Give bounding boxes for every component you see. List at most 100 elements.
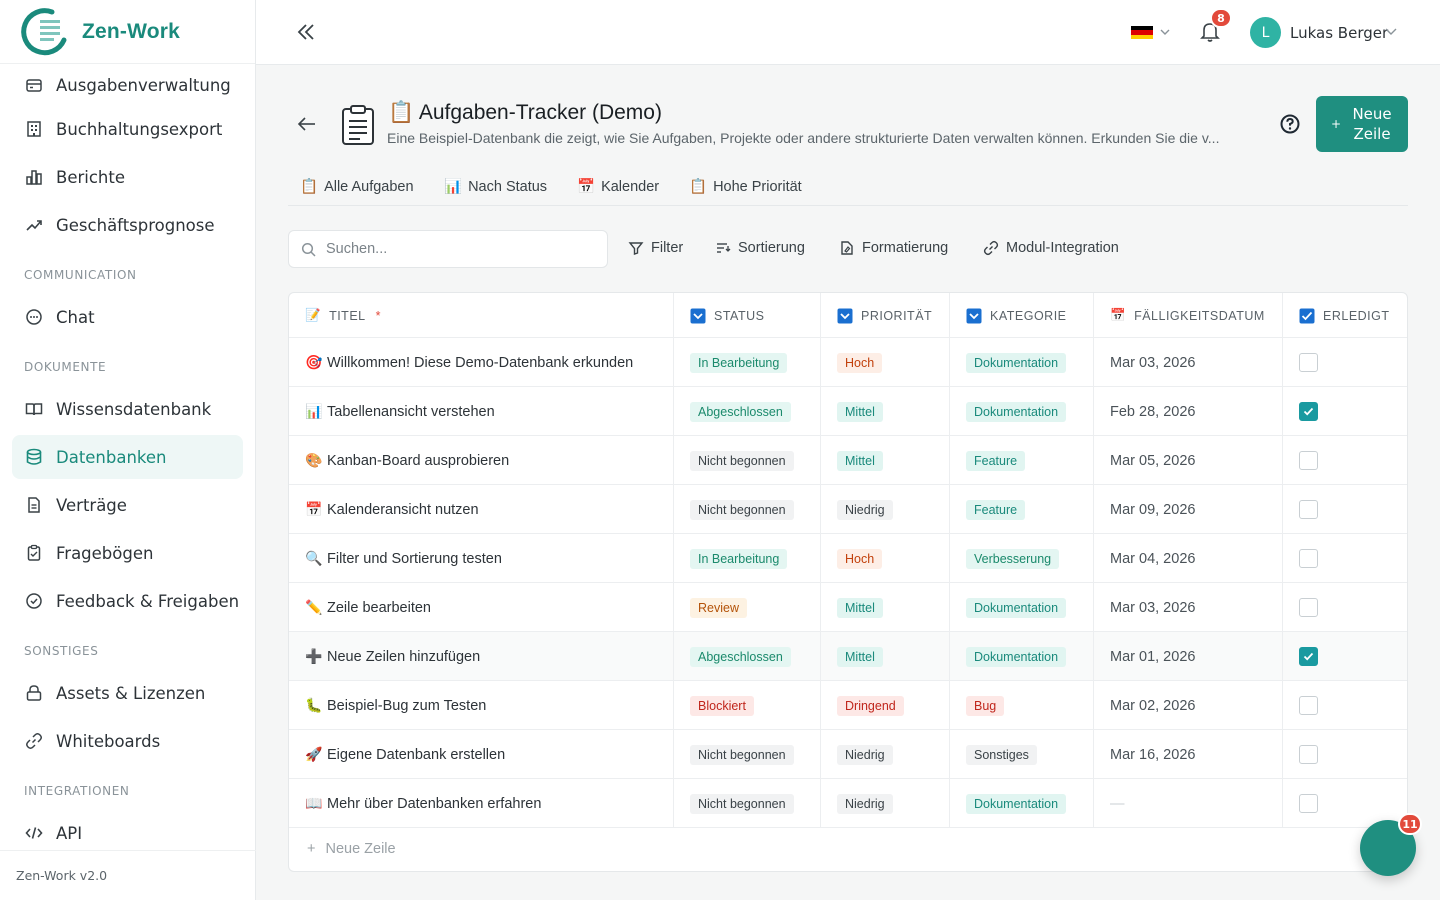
cell-title[interactable]: ➕ Neue Zeilen hinzufügen [289,632,674,681]
sort-button[interactable]: Sortierung [715,240,805,256]
done-checkbox[interactable] [1299,794,1318,813]
cell-title[interactable]: 🚀 Eigene Datenbank erstellen [289,730,674,779]
table-row[interactable]: 🎨 Kanban-Board ausprobieren Nicht begonnen… [289,436,1407,485]
help-icon[interactable] [1279,113,1301,135]
cell-due-date[interactable]: Mar 09, 2026 [1094,485,1283,534]
bell-icon[interactable] [1198,20,1222,44]
sidebar-item-datenbanken[interactable]: Datenbanken [12,435,243,479]
done-checkbox[interactable] [1299,500,1318,519]
search-box[interactable] [288,230,608,268]
back-arrow-icon[interactable] [296,113,318,135]
sidebar-item-berichte[interactable]: Berichte [12,155,243,199]
cell-due-date[interactable]: Mar 16, 2026 [1094,730,1283,779]
cell-done[interactable] [1283,338,1407,387]
table-row[interactable]: 📊 Tabellenansicht verstehen Abgeschlossen M… [289,387,1407,436]
cell-priority[interactable]: Niedrig [821,485,950,534]
cell-due-date[interactable]: Feb 28, 2026 [1094,387,1283,436]
cell-title[interactable]: 🎯 Willkommen! Diese Demo-Datenbank erkund… [289,338,674,387]
cell-title[interactable]: 🔍 Filter und Sortierung testen [289,534,674,583]
column-header-category[interactable]: KATEGORIE [950,293,1094,338]
cell-priority[interactable]: Hoch [821,338,950,387]
cell-due-date[interactable]: Mar 01, 2026 [1094,632,1283,681]
table-row[interactable]: 🚀 Eigene Datenbank erstellen Nicht begonne… [289,730,1407,779]
tab-nach-status[interactable]: 📊 Nach Status [444,178,547,196]
sidebar-item-geschaeftsprognose[interactable]: Geschäftsprognose [12,203,243,247]
cell-done[interactable] [1283,534,1407,583]
cell-status[interactable]: In Bearbeitung [674,534,821,583]
avatar[interactable]: L [1250,17,1281,48]
table-row[interactable]: ➕ Neue Zeilen hinzufügen Abgeschlossen Mitt… [289,632,1407,681]
cell-title[interactable]: 📖 Mehr über Datenbanken erfahren [289,779,674,828]
cell-priority[interactable]: Mittel [821,387,950,436]
cell-priority[interactable]: Mittel [821,436,950,485]
sidebar-item-api[interactable]: API [12,811,243,855]
done-checkbox[interactable] [1299,598,1318,617]
cell-done[interactable] [1283,485,1407,534]
collapse-sidebar-icon[interactable] [294,20,318,44]
done-checkbox[interactable] [1299,353,1318,372]
table-row[interactable]: 📅 Kalenderansicht nutzen Nicht begonnen Nie… [289,485,1407,534]
cell-title[interactable]: 📊 Tabellenansicht verstehen [289,387,674,436]
cell-due-date[interactable]: Mar 05, 2026 [1094,436,1283,485]
cell-status[interactable]: Review [674,583,821,632]
cell-priority[interactable]: Niedrig [821,730,950,779]
cell-status[interactable]: In Bearbeitung [674,338,821,387]
cell-due-date[interactable]: Mar 04, 2026 [1094,534,1283,583]
cell-due-date[interactable]: Mar 02, 2026 [1094,681,1283,730]
cell-done[interactable] [1283,632,1407,681]
table-row[interactable]: 🎯 Willkommen! Diese Demo-Datenbank erkund… [289,338,1407,387]
cell-category[interactable]: Bug [950,681,1094,730]
table-row[interactable]: 🐛 Beispiel-Bug zum Testen Blockiert Dringen… [289,681,1407,730]
cell-done[interactable] [1283,779,1407,828]
sidebar-item-assets[interactable]: Assets & Lizenzen [12,671,243,715]
table-row[interactable]: ✏️ Zeile bearbeiten Review Mittel Dokumentat… [289,583,1407,632]
cell-category[interactable]: Dokumentation [950,779,1094,828]
cell-status[interactable]: Nicht begonnen [674,730,821,779]
user-name[interactable]: Lukas Berger [1290,24,1389,42]
cell-category[interactable]: Feature [950,485,1094,534]
cell-title[interactable]: 🐛 Beispiel-Bug zum Testen [289,681,674,730]
format-button[interactable]: Formatierung [839,240,948,256]
sidebar-item-buchhaltungsexport[interactable]: Buchhaltungsexport [12,107,243,151]
cell-due-date[interactable]: Mar 03, 2026 [1094,338,1283,387]
tab-kalender[interactable]: 📅 Kalender [577,178,659,196]
cell-priority[interactable]: Mittel [821,632,950,681]
new-row-button[interactable]: + Neue Zeile [1316,96,1408,152]
cell-title[interactable]: 📅 Kalenderansicht nutzen [289,485,674,534]
cell-priority[interactable]: Dringend [821,681,950,730]
cell-title[interactable]: 🎨 Kanban-Board ausprobieren [289,436,674,485]
cell-status[interactable]: Abgeschlossen [674,387,821,436]
filter-button[interactable]: Filter [628,240,683,256]
chevron-down-icon[interactable] [1159,24,1171,40]
tab-hohe-prioritaet[interactable]: 📋 Hohe Priorität [689,178,802,196]
cell-status[interactable]: Nicht begonnen [674,436,821,485]
cell-priority[interactable]: Niedrig [821,779,950,828]
add-row-button[interactable]: + Neue Zeile [307,841,396,857]
cell-status[interactable]: Nicht begonnen [674,779,821,828]
cell-done[interactable] [1283,436,1407,485]
done-checkbox[interactable] [1299,745,1318,764]
column-header-title[interactable]: 📝 TITEL * [289,293,674,338]
cell-due-date[interactable]: Mar 03, 2026 [1094,583,1283,632]
table-row[interactable]: 📖 Mehr über Datenbanken erfahren Nicht beg… [289,779,1407,828]
done-checkbox[interactable] [1299,549,1318,568]
search-input[interactable] [326,241,586,257]
sidebar-item-whiteboards[interactable]: Whiteboards [12,719,243,763]
logo[interactable]: Zen-Work [0,0,255,64]
cell-priority[interactable]: Hoch [821,534,950,583]
column-header-due[interactable]: 📅 FÄLLIGKEITSDATUM [1094,293,1283,338]
cell-done[interactable] [1283,583,1407,632]
cell-done[interactable] [1283,681,1407,730]
sidebar-item-feedback[interactable]: Feedback & Freigaben [12,579,243,623]
german-flag-icon[interactable] [1131,26,1153,39]
sidebar-item-vertraege[interactable]: Verträge [12,483,243,527]
done-checkbox[interactable] [1299,647,1318,666]
sidebar-item-frageboegen[interactable]: Fragebögen [12,531,243,575]
sidebar-item-wissensdatenbank[interactable]: Wissensdatenbank [12,387,243,431]
cell-status[interactable]: Nicht begonnen [674,485,821,534]
cell-category[interactable]: Dokumentation [950,387,1094,436]
done-checkbox[interactable] [1299,451,1318,470]
cell-category[interactable]: Verbesserung [950,534,1094,583]
cell-category[interactable]: Dokumentation [950,338,1094,387]
column-header-done[interactable]: ERLEDIGT [1283,293,1407,338]
